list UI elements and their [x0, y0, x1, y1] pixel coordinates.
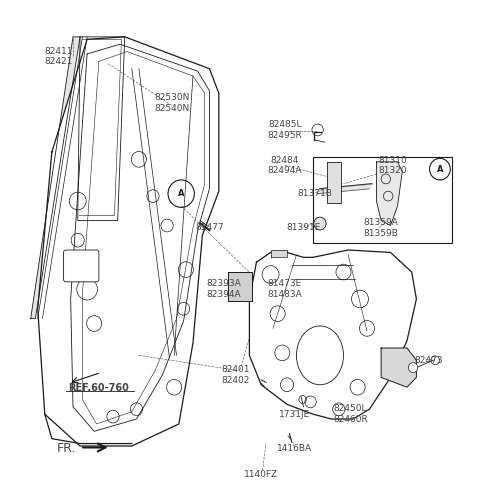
Text: 82411
82421: 82411 82421 [45, 47, 73, 66]
Circle shape [430, 158, 450, 180]
Text: 1140FZ: 1140FZ [244, 470, 278, 479]
FancyBboxPatch shape [63, 250, 99, 282]
Circle shape [408, 362, 418, 372]
Polygon shape [250, 250, 416, 419]
Text: 82393A
82394A: 82393A 82394A [206, 280, 241, 299]
Polygon shape [327, 162, 341, 203]
Polygon shape [31, 37, 80, 318]
Text: 1416BA: 1416BA [276, 444, 312, 453]
Text: 81473E
81483A: 81473E 81483A [267, 280, 302, 299]
Text: A: A [178, 189, 184, 198]
Polygon shape [271, 250, 287, 258]
Polygon shape [320, 184, 372, 194]
Circle shape [314, 217, 326, 230]
Text: 82450L
82460R: 82450L 82460R [333, 404, 368, 424]
Text: 81371B: 81371B [298, 189, 333, 198]
Text: 1731JE: 1731JE [278, 410, 310, 418]
Polygon shape [376, 162, 402, 226]
Text: 82484
82494A: 82484 82494A [267, 156, 302, 176]
Text: 82530N
82540N: 82530N 82540N [154, 94, 190, 112]
Text: FR.: FR. [56, 442, 76, 455]
Text: 82401
82402: 82401 82402 [221, 365, 250, 384]
Polygon shape [228, 272, 252, 302]
Bar [313, 157, 452, 242]
Polygon shape [381, 348, 416, 387]
Text: 81477: 81477 [195, 224, 224, 232]
Text: REF.60-760: REF.60-760 [69, 383, 129, 393]
Text: 81391E: 81391E [286, 224, 321, 232]
Text: 81359A
81359B: 81359A 81359B [364, 218, 398, 238]
Text: 82485L
82495R: 82485L 82495R [267, 120, 302, 140]
Text: 82473: 82473 [414, 356, 443, 365]
Text: A: A [437, 164, 443, 173]
Text: 81310
81320: 81310 81320 [379, 156, 407, 176]
Polygon shape [38, 37, 219, 446]
